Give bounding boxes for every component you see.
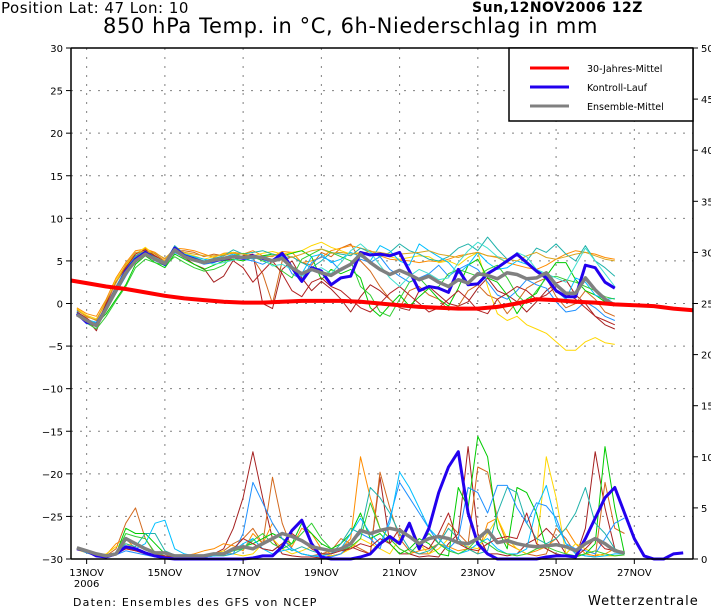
right-tick-label: 10 bbox=[701, 453, 711, 464]
left-tick-label: 30 bbox=[50, 44, 63, 55]
legend-label: 30-Jahres-Mittel bbox=[587, 64, 662, 75]
right-tick-label: 25 bbox=[701, 300, 711, 311]
right-tick-label: 20 bbox=[701, 351, 711, 362]
right-tick-label: 30 bbox=[701, 248, 711, 259]
temp-member-line bbox=[76, 236, 616, 328]
temperature-series bbox=[70, 236, 694, 351]
temp-climate-mean-line bbox=[70, 278, 694, 313]
brand-label: Wetterzentrale bbox=[588, 594, 699, 609]
x-tick-label: 15NOV bbox=[148, 568, 183, 579]
x-tick-label: 21NOV bbox=[382, 568, 417, 579]
left-tick-label: 10 bbox=[50, 214, 63, 225]
chart-title: 850 hPa Temp. in °C, 6h-Niederschlag in … bbox=[103, 14, 599, 38]
right-tick-label: 45 bbox=[701, 95, 711, 106]
left-tick-label: −10 bbox=[42, 385, 63, 396]
data-source-label: Daten: Ensembles des GFS von NCEP bbox=[73, 596, 318, 609]
x-tick-label: 27NOV bbox=[617, 568, 652, 579]
right-tick-label: 50 bbox=[701, 44, 711, 55]
left-tick-label: −25 bbox=[42, 512, 63, 523]
temp-member-line bbox=[76, 248, 615, 321]
left-tick-label: 15 bbox=[50, 172, 63, 183]
x-tick-label: 25NOV bbox=[539, 568, 574, 579]
axes: 302520151050−5−10−15−20−25−3050454035302… bbox=[42, 44, 711, 590]
x-tick-label: 13NOV bbox=[69, 568, 104, 579]
legend-label: Ensemble-Mittel bbox=[587, 102, 664, 113]
precip-member-line bbox=[76, 471, 625, 558]
x-tick-label: 19NOV bbox=[304, 568, 339, 579]
x-tick-sublabel: 2006 bbox=[74, 579, 99, 590]
right-tick-label: 0 bbox=[701, 555, 707, 566]
right-tick-label: 35 bbox=[701, 197, 711, 208]
position-label: Position Lat: 47 Lon: 10 bbox=[1, 0, 189, 17]
right-tick-label: 5 bbox=[701, 504, 707, 515]
right-tick-label: 15 bbox=[701, 402, 711, 413]
left-tick-label: −30 bbox=[42, 555, 63, 566]
chart-legend: 30-Jahres-Mittel Kontroll-Lauf Ensemble-Mi… bbox=[508, 47, 694, 122]
left-tick-label: 5 bbox=[57, 257, 63, 268]
legend-label: Kontroll-Lauf bbox=[587, 83, 648, 94]
left-tick-label: 20 bbox=[50, 129, 63, 140]
left-tick-label: −20 bbox=[42, 470, 63, 481]
legend-box bbox=[508, 47, 694, 122]
precip-ensemble-mean-line bbox=[76, 526, 625, 558]
x-tick-label: 17NOV bbox=[226, 568, 261, 579]
precip-member-line bbox=[76, 512, 625, 558]
left-tick-label: 0 bbox=[57, 300, 63, 311]
right-tick-label: 40 bbox=[701, 146, 711, 157]
left-tick-label: −5 bbox=[48, 342, 63, 353]
left-tick-label: 25 bbox=[50, 87, 63, 98]
run-date-label: Sun,12NOV2006 12Z bbox=[472, 0, 643, 16]
precipitation-series bbox=[76, 435, 684, 561]
left-tick-label: −15 bbox=[42, 427, 63, 438]
precip-control-run-line bbox=[76, 450, 684, 561]
temp-ensemble-mean-line bbox=[75, 248, 616, 328]
x-tick-label: 23NOV bbox=[460, 568, 495, 579]
